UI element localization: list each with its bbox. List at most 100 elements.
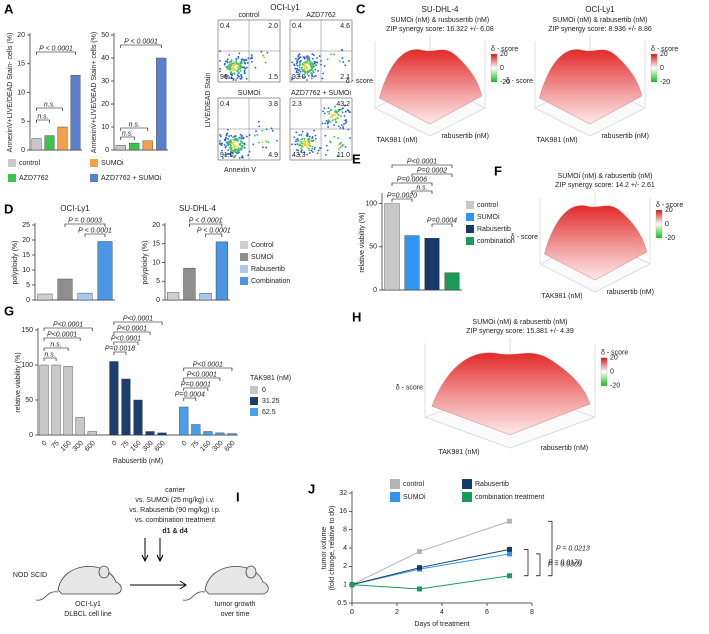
event-dot xyxy=(311,75,314,78)
y-tick-label: 25 xyxy=(22,222,30,229)
legend-swatch xyxy=(250,386,258,394)
event-dot xyxy=(296,61,299,64)
p-value: P<0.0001 xyxy=(53,321,83,328)
colorbar-tick: 20 xyxy=(610,355,618,362)
event-dot xyxy=(219,59,221,62)
synergy-surface xyxy=(431,352,591,436)
bar xyxy=(70,75,81,151)
event-dot xyxy=(305,67,308,70)
colorbar-tick: 20 xyxy=(660,51,668,58)
bar xyxy=(203,431,213,436)
event-dot xyxy=(323,112,326,115)
event-dot xyxy=(306,55,309,57)
bar xyxy=(31,138,42,151)
event-dot xyxy=(227,137,229,140)
event-dot xyxy=(341,107,344,110)
event-dot xyxy=(311,57,314,60)
event-dot xyxy=(298,56,301,59)
event-dot xyxy=(297,71,299,74)
event-dot xyxy=(241,142,244,144)
event-dot xyxy=(304,70,306,73)
event-dot xyxy=(271,129,274,132)
event-dot xyxy=(307,138,310,141)
event-dot xyxy=(328,112,331,115)
panel-letter: A xyxy=(4,1,14,16)
event-dot xyxy=(335,111,337,114)
y-tick-label: 16 xyxy=(339,508,347,515)
event-dot xyxy=(345,120,348,123)
colorbar-tick: -20 xyxy=(665,235,675,242)
event-dot xyxy=(307,74,310,77)
event-dot xyxy=(230,66,233,68)
quadrant-percent: 3.8 xyxy=(268,101,278,108)
bar xyxy=(157,432,167,436)
event-dot xyxy=(224,153,227,156)
event-dot xyxy=(311,145,314,148)
p-value: P<0.0001 xyxy=(111,335,141,342)
event-dot xyxy=(264,61,267,64)
event-dot xyxy=(233,135,236,138)
event-dot xyxy=(235,62,238,64)
event-dot xyxy=(230,155,233,157)
bracket xyxy=(411,190,433,194)
event-dot xyxy=(347,128,350,131)
y-tick-label: 0 xyxy=(26,297,30,304)
event-dot xyxy=(300,68,303,71)
event-dot xyxy=(256,134,259,136)
event-dot xyxy=(230,60,232,63)
event-dot xyxy=(228,61,231,64)
y-tick-label: 40 xyxy=(101,55,109,62)
p-value: P = 0.0213 xyxy=(556,545,590,552)
event-dot xyxy=(344,146,347,148)
event-dot xyxy=(314,146,316,149)
event-dot xyxy=(219,140,221,142)
axis-label: δ - score xyxy=(396,384,423,391)
x-tick-label: 150 xyxy=(130,440,143,453)
event-dot xyxy=(295,57,297,60)
event-dot xyxy=(298,144,300,147)
axis-label: rabusertib (nM) xyxy=(606,289,653,296)
event-dot xyxy=(342,61,345,63)
colorbar xyxy=(650,53,658,83)
event-dot xyxy=(243,61,246,64)
event-dot xyxy=(334,105,336,108)
event-dot xyxy=(265,140,268,143)
event-dot xyxy=(322,110,324,113)
cell-line: SU-DHL-4 xyxy=(422,5,459,14)
x-tick-label: 8 xyxy=(530,609,534,616)
event-dot xyxy=(348,60,350,62)
y-tick-label: 100 xyxy=(21,362,33,369)
colorbar-tick: 0 xyxy=(500,65,504,72)
bracket xyxy=(189,223,223,227)
event-dot xyxy=(324,122,327,125)
p-value: n.s. xyxy=(50,341,61,348)
event-dot xyxy=(306,140,309,142)
event-dot xyxy=(235,148,238,151)
quadrant-percent: 96.1 xyxy=(220,74,234,81)
event-dot xyxy=(317,69,320,72)
p-value: P = 0.0170 xyxy=(548,559,582,566)
event-dot xyxy=(303,63,306,66)
legend-label: Rabusertib xyxy=(475,481,509,488)
colorbar-title: δ - score xyxy=(656,202,683,209)
event-dot xyxy=(270,127,273,130)
y-tick-label: 15 xyxy=(152,241,160,248)
colorbar xyxy=(490,53,498,83)
legend-label: SUMOi xyxy=(251,254,274,261)
event-dot xyxy=(230,139,232,141)
treatment-line: vs. combination treatment xyxy=(135,517,215,524)
p-value: P=0.0020 xyxy=(387,192,417,199)
event-dot xyxy=(324,153,327,156)
event-dot xyxy=(228,76,231,79)
bracket xyxy=(391,182,433,186)
event-dot xyxy=(337,137,339,139)
event-dot xyxy=(320,59,322,62)
event-dot xyxy=(231,141,234,144)
colorbar-title: δ - score xyxy=(601,350,628,357)
event-dot xyxy=(224,137,227,140)
bracket xyxy=(84,233,106,237)
event-dot xyxy=(314,68,317,71)
event-dot xyxy=(233,156,236,159)
colorbar xyxy=(600,357,608,386)
event-dot xyxy=(336,155,339,157)
